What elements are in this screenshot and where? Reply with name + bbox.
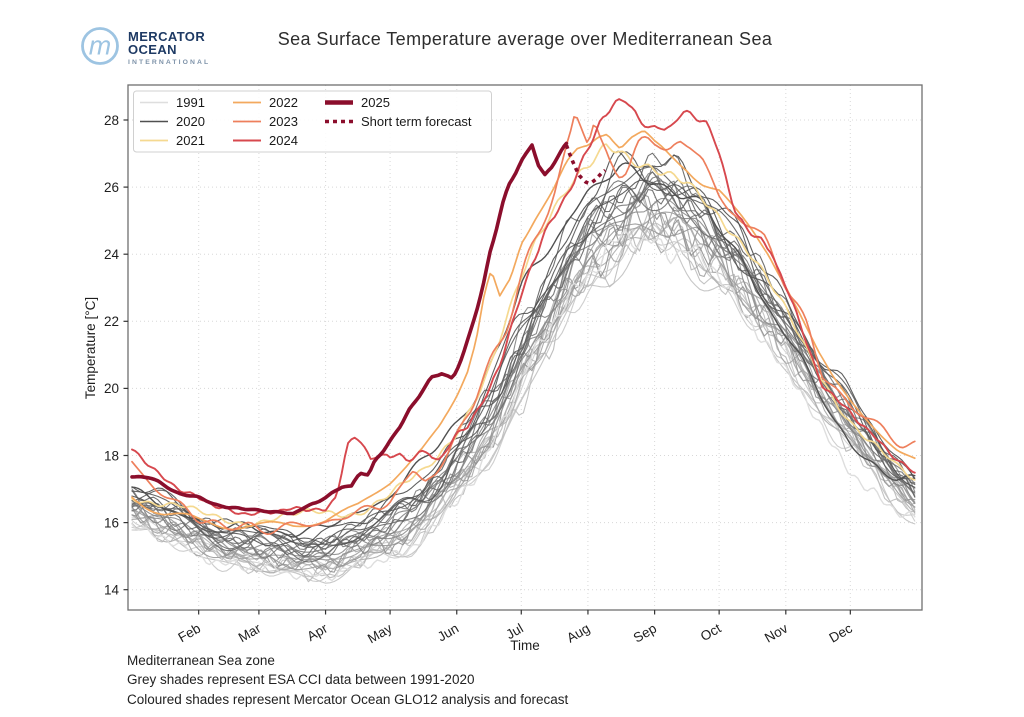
data-series	[130, 98, 916, 582]
legend-label-2020: 2020	[176, 114, 205, 129]
series-2025	[130, 141, 569, 516]
y-axis: 14 16 18 20 22 24 26 28	[104, 113, 128, 598]
series-1991	[131, 229, 916, 582]
legend-label-2023: 2023	[269, 114, 298, 129]
legend-label-2025: 2025	[361, 95, 390, 110]
grey-year-line	[131, 192, 916, 579]
mercator-ocean-monogram-icon: m	[79, 25, 121, 72]
x-tick-label: Apr	[304, 620, 330, 644]
grey-ensemble-1991-2020	[131, 150, 916, 584]
logo-line-mercator: MERCATOR	[128, 29, 206, 45]
x-tick-label: Jul	[503, 621, 525, 643]
legend: 1991 2020 2021 2022 2023 2024 2025 Short term f…	[133, 90, 492, 153]
y-tick-label: 28	[104, 113, 119, 128]
x-axis-label: Time	[510, 638, 540, 653]
x-tick-label: May	[365, 620, 395, 646]
grey-year-line	[131, 151, 916, 548]
grey-year-line	[131, 165, 916, 559]
chart-caption: Mediterranean Sea zone Grey shades repre…	[127, 651, 568, 709]
grey-year-line	[131, 152, 916, 546]
x-tick-label: Mar	[236, 620, 264, 645]
x-tick-label: Nov	[762, 620, 791, 645]
caption-zone: Mediterranean Sea zone	[127, 653, 275, 668]
svg-text:m: m	[89, 31, 112, 61]
series-2020	[131, 162, 916, 538]
grey-year-line	[131, 150, 916, 543]
y-tick-label: 14	[104, 583, 120, 598]
y-tick-label: 18	[104, 448, 119, 463]
x-tick-label: Oct	[698, 620, 724, 644]
caption-colour-note: Coloured shades represent Mercator Ocean…	[127, 691, 569, 707]
logo-wordmark: MERCATOR OCEAN INTERNATIONAL	[128, 30, 210, 66]
x-tick-label: Dec	[827, 620, 856, 645]
y-tick-label: 26	[104, 180, 119, 195]
series-short-term-forecast	[564, 144, 607, 186]
logo-line-ocean: OCEAN	[128, 42, 177, 58]
series-2024	[131, 98, 916, 516]
caption-grey-note: Grey shades represent ESA CCI data betwe…	[127, 672, 475, 688]
grey-year-line	[131, 188, 916, 557]
y-axis-label: Temperature [°C]	[83, 297, 98, 399]
chart-title: Sea Surface Temperature average over Med…	[277, 29, 773, 49]
grey-year-line	[131, 227, 916, 578]
y-tick-label: 16	[104, 515, 119, 530]
grey-year-line	[131, 222, 916, 584]
grey-year-line	[131, 166, 916, 545]
x-tick-label: Jun	[435, 621, 461, 645]
legend-label-1991: 1991	[176, 95, 205, 110]
legend-label-2021: 2021	[176, 133, 205, 148]
plot-border	[127, 84, 923, 611]
grey-year-line	[131, 171, 916, 557]
y-tick-label: 22	[104, 314, 119, 329]
legend-label-2024: 2024	[269, 133, 298, 148]
legend-label-short-term-forecast: Short term forecast	[361, 114, 472, 129]
y-tick-label: 20	[104, 381, 119, 396]
grey-year-line	[131, 227, 916, 583]
x-tick-label: Feb	[176, 621, 204, 646]
legend-label-2022: 2022	[269, 95, 298, 110]
x-tick-label: Aug	[564, 621, 592, 646]
y-tick-label: 24	[104, 247, 120, 262]
x-tick-label: Sep	[631, 621, 659, 646]
logo-line-international: INTERNATIONAL	[128, 58, 211, 66]
mercator-ocean-logo: m MERCATOR OCEAN INTERNATIONAL	[79, 25, 210, 72]
series-2021	[131, 143, 916, 528]
legend-box	[133, 90, 492, 153]
